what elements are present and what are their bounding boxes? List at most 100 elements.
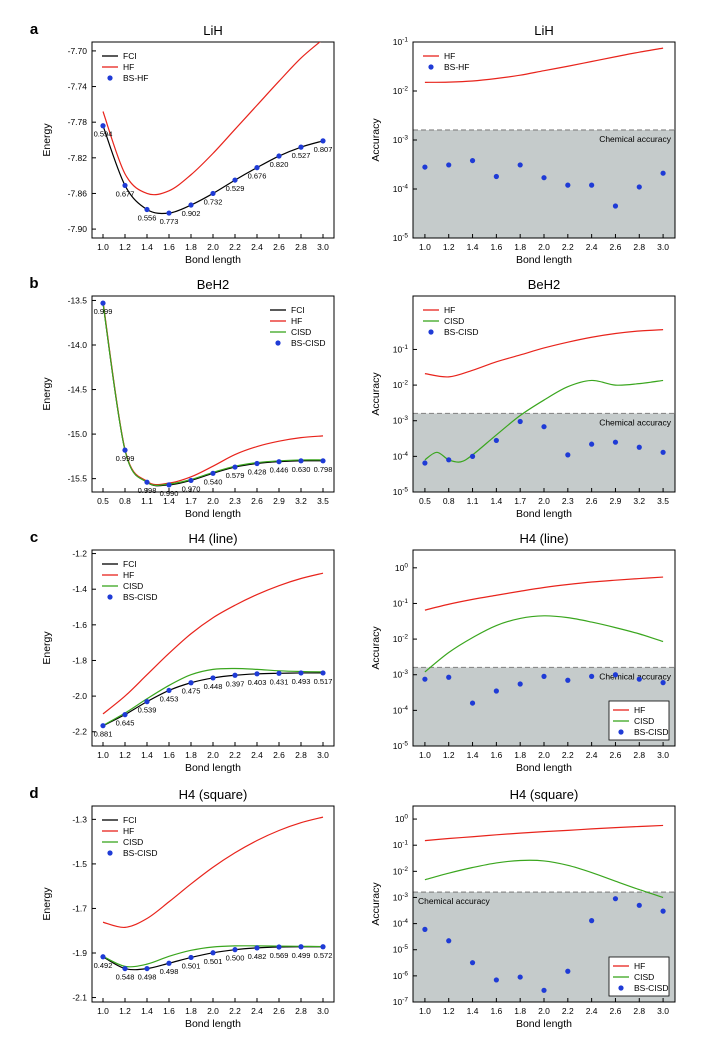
x-tick-label: 1.8 <box>514 750 526 760</box>
legend-label: CISD <box>634 716 654 726</box>
chart-a-energy: LiH 1.0 1.2 1.4 1.6 1.8 2.0 2.2 2.4 2.6 2.8 3.0 Bond… <box>41 23 335 266</box>
x-tick-label: 2.2 <box>562 1006 574 1016</box>
data-point <box>232 947 238 953</box>
y-tick-label: 10-3 <box>393 669 409 680</box>
x-tick-label: 2.0 <box>538 242 550 252</box>
legend-marker <box>428 329 434 335</box>
data-label: 0.556 <box>138 213 157 222</box>
data-point <box>636 184 642 190</box>
data-label: 0.645 <box>116 719 135 728</box>
data-point <box>276 459 282 465</box>
y-tick-label: 10-4 <box>393 184 409 195</box>
data-point <box>210 950 216 956</box>
data-point <box>612 203 619 209</box>
series-line-cisd <box>102 667 324 727</box>
data-point <box>298 144 304 150</box>
y-tick-label: 10-5 <box>393 944 409 955</box>
chart-a-accuracy: Chemical accuracy LiH 1.0 1.2 1.4 1.6 1.8 2.0 2.… <box>370 23 676 266</box>
y-tick-label: 10-3 <box>393 415 409 426</box>
y-tick-label: -1.6 <box>72 620 87 630</box>
y-tick-label: 10-6 <box>393 970 409 981</box>
y-tick-label: 10-5 <box>393 741 409 752</box>
y-axis-label: Accuracy <box>370 118 382 162</box>
x-tick-label: 1.1 <box>141 496 153 506</box>
data-label: 0.492 <box>94 961 113 970</box>
series-line-hf <box>424 329 664 378</box>
x-tick-label: 2.2 <box>562 242 574 252</box>
x-tick-label: 3.0 <box>657 242 669 252</box>
y-tick-label: -14.0 <box>68 340 88 350</box>
data-label: 0.732 <box>204 197 223 206</box>
x-tick-label: 2.8 <box>295 242 307 252</box>
data-label: 0.999 <box>116 454 135 463</box>
chart-title: BeH2 <box>197 277 230 292</box>
legend-label: BS-CISD <box>634 983 668 993</box>
x-tick-label: 1.4 <box>141 750 153 760</box>
y-axis-label: Accuracy <box>370 372 382 416</box>
data-label: 0.428 <box>248 467 267 476</box>
data-point <box>565 968 571 974</box>
legend-label: HF <box>291 316 302 326</box>
x-axis-label: Bond length <box>516 508 572 520</box>
x-tick-label: 2.8 <box>633 750 645 760</box>
data-label: 0.501 <box>204 957 223 966</box>
legend-label: FCI <box>123 559 137 569</box>
data-label: 0.453 <box>160 694 179 703</box>
y-tick-label: -13.5 <box>68 295 88 305</box>
x-tick-label: 2.0 <box>207 496 219 506</box>
y-tick-label: -15.5 <box>68 474 88 484</box>
data-label: 0.500 <box>226 954 245 963</box>
legend-label: FCI <box>123 51 137 61</box>
x-tick-label: 1.2 <box>119 242 131 252</box>
x-axis-label: Bond length <box>185 508 241 520</box>
data-label: 0.773 <box>160 217 179 226</box>
data-label: 0.881 <box>94 730 113 739</box>
x-tick-label: 1.0 <box>97 750 109 760</box>
legend-label: CISD <box>123 837 143 847</box>
legend-label: BS-CISD <box>634 727 668 737</box>
x-tick-label: 3.0 <box>317 242 329 252</box>
x-tick-label: 3.2 <box>295 496 307 506</box>
x-tick-label: 2.9 <box>273 496 285 506</box>
data-label: 0.475 <box>182 687 201 696</box>
x-axis-label: Bond length <box>185 254 241 266</box>
x-tick-label: 1.4 <box>163 496 175 506</box>
y-tick-label: 10-2 <box>393 380 409 391</box>
x-axis-label: Bond length <box>185 762 241 774</box>
data-point <box>188 954 194 961</box>
x-tick-label: 2.8 <box>633 1006 645 1016</box>
x-tick-label: 3.2 <box>633 496 645 506</box>
data-point <box>276 153 282 159</box>
x-tick-label: 2.0 <box>538 496 550 506</box>
data-point <box>493 688 499 694</box>
data-point <box>166 960 172 966</box>
y-tick-label: 10-4 <box>393 705 409 716</box>
y-tick-label: -7.82 <box>68 153 88 163</box>
legend-marker <box>107 850 113 856</box>
plot-area <box>102 42 324 215</box>
data-point <box>166 482 172 488</box>
data-point <box>517 681 523 687</box>
y-tick-label: 10-7 <box>393 997 409 1008</box>
legend-label: HF <box>123 62 134 72</box>
data-point <box>122 965 128 972</box>
y-tick-label: -7.90 <box>68 224 88 234</box>
x-tick-label: 2.4 <box>251 242 263 252</box>
series-line-hf <box>424 576 664 611</box>
legend-label: BS-HF <box>123 73 149 83</box>
data-point <box>589 182 595 188</box>
data-point <box>232 464 238 470</box>
x-tick-label: 1.0 <box>97 242 109 252</box>
data-point <box>298 458 304 464</box>
y-tick-label: -2.0 <box>72 691 87 701</box>
data-point <box>446 938 452 944</box>
data-point <box>254 165 260 171</box>
data-label: 0.998 <box>138 486 157 495</box>
data-point <box>276 944 282 950</box>
plot-area <box>424 47 664 83</box>
y-tick-label: 10-2 <box>393 866 409 877</box>
y-tick-label: 10-3 <box>393 135 409 146</box>
